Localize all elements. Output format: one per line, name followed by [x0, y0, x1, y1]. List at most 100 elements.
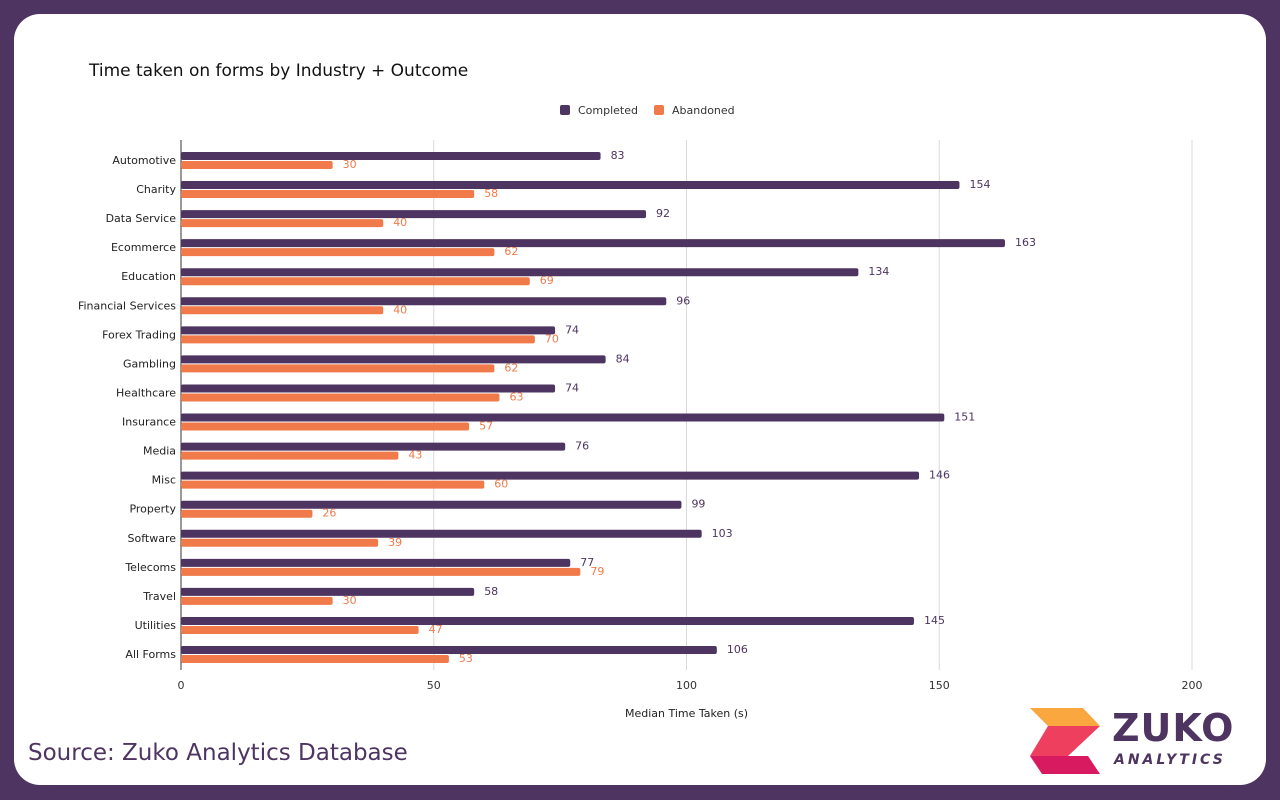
bar-completed [181, 355, 606, 364]
category-label: Travel [142, 590, 176, 603]
bar-completed [181, 529, 702, 538]
category-label: Healthcare [116, 386, 176, 399]
data-label-completed: 83 [611, 149, 625, 162]
data-label-abandoned: 62 [504, 245, 518, 258]
bar-abandoned [181, 335, 535, 344]
data-label-abandoned: 58 [484, 187, 498, 200]
bar-abandoned [181, 567, 581, 576]
category-label: All Forms [125, 648, 176, 661]
data-label-abandoned: 30 [343, 594, 357, 607]
x-tick-label: 50 [427, 679, 441, 692]
data-label-abandoned: 62 [504, 361, 518, 374]
data-label-abandoned: 69 [540, 274, 554, 287]
chart-title: Time taken on forms by Industry + Outcom… [89, 61, 469, 81]
legend: Completed Abandoned [560, 104, 735, 117]
data-label-abandoned: 39 [388, 536, 402, 549]
bar-completed [181, 239, 1005, 248]
category-label: Telecoms [124, 561, 176, 574]
category-label: Charity [136, 183, 176, 196]
zuko-z-icon [1030, 708, 1100, 774]
data-label-abandoned: 79 [590, 565, 604, 578]
bar-completed [181, 413, 945, 422]
data-label-completed: 163 [1015, 236, 1036, 249]
bar-abandoned [181, 509, 313, 518]
bar-completed [181, 646, 717, 655]
category-label: Media [143, 445, 176, 458]
data-label-abandoned: 47 [429, 623, 443, 636]
data-label-completed: 92 [656, 207, 670, 220]
category-label: Property [129, 503, 176, 516]
bar-abandoned [181, 451, 399, 460]
bar-abandoned [181, 364, 495, 373]
x-tick-label: 100 [676, 679, 697, 692]
data-label-completed: 76 [575, 440, 589, 453]
data-label-abandoned: 53 [459, 652, 473, 665]
category-label: Gambling [123, 357, 176, 370]
category-label: Insurance [122, 416, 176, 429]
x-tick-label: 0 [178, 679, 185, 692]
zuko-logo: ZUKO ANALYTICS [1028, 706, 1248, 776]
bar-abandoned [181, 480, 485, 489]
data-label-abandoned: 26 [322, 507, 336, 520]
category-label: Software [128, 532, 177, 545]
data-label-completed: 154 [969, 178, 990, 191]
data-label-abandoned: 70 [545, 332, 559, 345]
bar-abandoned [181, 161, 333, 169]
x-tick-label: 200 [1182, 679, 1203, 692]
category-label: Forex Trading [102, 328, 176, 341]
data-label-completed: 99 [691, 498, 705, 511]
bar-abandoned [181, 422, 470, 431]
data-label-abandoned: 63 [509, 390, 523, 403]
data-label-completed: 77 [580, 556, 594, 569]
bar-completed [181, 558, 571, 567]
data-label-abandoned: 43 [408, 449, 422, 462]
bar-completed [181, 500, 682, 509]
data-label-abandoned: 40 [393, 303, 407, 316]
data-label-completed: 84 [616, 352, 630, 365]
data-label-completed: 103 [712, 527, 733, 540]
bar-completed [181, 326, 556, 335]
bar-completed [181, 152, 601, 160]
bar-completed [181, 442, 566, 451]
data-label-abandoned: 57 [479, 420, 493, 433]
category-label: Utilities [135, 619, 177, 632]
data-label-abandoned: 30 [343, 158, 357, 171]
data-label-completed: 96 [676, 294, 690, 307]
bar-abandoned [181, 306, 384, 315]
bar-abandoned [181, 190, 475, 199]
bar-completed [181, 587, 475, 596]
category-label: Automotive [112, 154, 176, 167]
data-label-abandoned: 40 [393, 216, 407, 229]
bar-completed [181, 210, 647, 219]
data-label-completed: 74 [565, 381, 579, 394]
bar-completed [181, 616, 914, 625]
bar-completed [181, 268, 859, 277]
data-label-completed: 145 [924, 614, 945, 627]
category-label: Data Service [106, 212, 177, 225]
category-label: Ecommerce [111, 241, 176, 254]
data-label-completed: 151 [954, 411, 975, 424]
bar-abandoned [181, 219, 384, 228]
bar-completed [181, 297, 667, 306]
bar-completed [181, 181, 960, 190]
data-label-completed: 58 [484, 585, 498, 598]
legend-item-abandoned: Abandoned [654, 104, 735, 117]
bar-abandoned [181, 655, 449, 664]
bar-abandoned [181, 625, 419, 634]
bar-completed [181, 471, 920, 480]
category-label: Misc [152, 474, 176, 487]
legend-item-completed: Completed [560, 104, 638, 117]
data-label-completed: 74 [565, 323, 579, 336]
bar-completed [181, 384, 556, 393]
data-label-completed: 106 [727, 643, 748, 656]
bar-abandoned [181, 538, 379, 547]
bar-abandoned [181, 248, 495, 257]
bar-abandoned [181, 596, 333, 605]
data-label-abandoned: 60 [494, 478, 508, 491]
category-label: Education [121, 270, 176, 283]
source-note: Source: Zuko Analytics Database [28, 740, 408, 766]
bar-abandoned [181, 393, 500, 402]
category-label: Financial Services [78, 299, 176, 312]
x-tick-label: 150 [929, 679, 950, 692]
